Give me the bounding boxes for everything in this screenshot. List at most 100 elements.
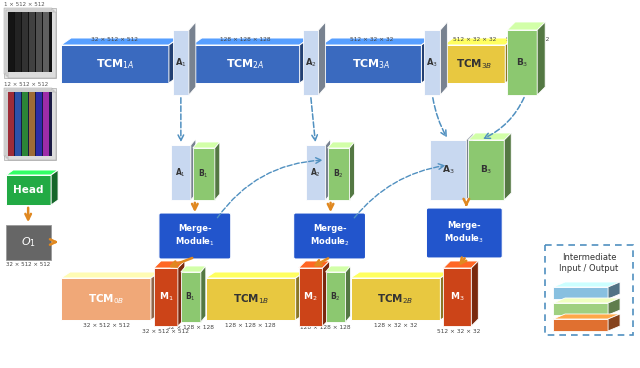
Bar [43,12,49,72]
Bar [22,12,28,72]
FancyBboxPatch shape [426,208,502,258]
FancyBboxPatch shape [159,213,231,259]
Polygon shape [191,139,196,200]
Text: A$_1$: A$_1$ [175,56,187,69]
Polygon shape [505,38,515,83]
Polygon shape [421,38,431,83]
Polygon shape [328,142,355,148]
Polygon shape [468,133,511,140]
Bar [29,92,35,156]
Polygon shape [171,139,196,145]
Polygon shape [61,278,151,320]
Polygon shape [201,266,206,322]
Polygon shape [206,278,296,320]
Text: Merge-
Module$_2$: Merge- Module$_2$ [310,224,349,248]
Polygon shape [444,268,471,326]
Bar [4,88,52,156]
Text: B$_3$: B$_3$ [516,56,529,69]
Polygon shape [351,272,449,278]
Polygon shape [321,38,431,45]
Text: A$_3$: A$_3$ [442,164,454,176]
Text: Merge-
Module$_1$: Merge- Module$_1$ [175,224,215,248]
Polygon shape [319,22,326,95]
Bar [8,92,14,156]
Polygon shape [608,298,620,315]
Polygon shape [6,170,58,175]
Polygon shape [440,272,449,320]
Text: Intermediate
Input / Output: Intermediate Input / Output [559,253,619,273]
Text: 1 × 512 × 512: 1 × 512 × 512 [4,2,45,7]
Polygon shape [424,30,440,95]
Text: 32 × 512 × 512: 32 × 512 × 512 [92,37,138,42]
Polygon shape [608,282,620,299]
Polygon shape [467,133,474,200]
Polygon shape [351,278,440,320]
Polygon shape [299,261,330,268]
Text: 128 × 128 × 128: 128 × 128 × 128 [225,323,276,328]
Text: Head: Head [13,185,44,195]
Polygon shape [444,45,505,83]
Polygon shape [537,22,545,95]
Polygon shape [173,30,189,95]
Polygon shape [178,261,185,326]
Text: 32 × 128 × 128: 32 × 128 × 128 [167,325,214,330]
Bar [15,92,21,156]
Polygon shape [553,303,608,315]
Text: Merge-
Module$_3$: Merge- Module$_3$ [444,221,484,245]
Bar [4,8,52,74]
Polygon shape [151,272,160,320]
Text: A$_2$: A$_2$ [310,166,321,179]
Polygon shape [553,319,608,331]
Polygon shape [306,145,326,200]
Polygon shape [326,139,331,200]
Polygon shape [189,22,196,95]
Text: TCM$_{1A}$: TCM$_{1A}$ [95,57,134,71]
Text: 128 × 128 × 128: 128 × 128 × 128 [300,325,351,330]
Polygon shape [303,30,319,95]
Polygon shape [349,142,355,200]
Polygon shape [181,266,206,272]
Polygon shape [346,266,351,322]
Polygon shape [300,38,310,83]
Polygon shape [192,45,300,83]
Polygon shape [154,261,185,268]
Polygon shape [553,282,620,287]
Polygon shape [215,142,220,200]
Text: A$_3$: A$_3$ [426,56,438,69]
Polygon shape [440,22,447,95]
FancyBboxPatch shape [294,213,365,259]
Bar [6,90,54,158]
Text: 512 × 32 × 32: 512 × 32 × 32 [350,37,393,42]
Bar [8,92,52,156]
Polygon shape [508,22,545,30]
Text: 32 × 512 × 512: 32 × 512 × 512 [6,262,51,267]
Text: 32 × 512 × 512: 32 × 512 × 512 [142,329,189,334]
Text: 512 × 32 × 32: 512 × 32 × 32 [452,37,496,42]
Polygon shape [192,38,310,45]
Polygon shape [468,140,504,200]
Polygon shape [306,139,331,145]
Polygon shape [323,261,330,326]
Bar [36,92,42,156]
Polygon shape [553,314,620,319]
Bar [4,88,56,160]
Bar [36,12,42,72]
Bar [8,12,14,72]
Text: 128 × 32 × 32: 128 × 32 × 32 [374,323,417,328]
Text: M$_2$: M$_2$ [303,291,318,303]
Polygon shape [430,133,474,140]
Text: TCM$_{2A}$: TCM$_{2A}$ [227,57,265,71]
Text: TCM$_{2B}$: TCM$_{2B}$ [378,292,413,306]
Polygon shape [296,272,305,320]
Text: TCM$_{3A}$: TCM$_{3A}$ [352,57,391,71]
Polygon shape [504,133,511,200]
Text: A$_1$: A$_1$ [175,166,186,179]
Text: 512 × 32 × 32: 512 × 32 × 32 [436,329,480,334]
Bar [4,8,56,78]
Polygon shape [171,145,191,200]
Polygon shape [61,38,179,45]
Text: B$_1$: B$_1$ [186,291,196,303]
Text: B$_1$: B$_1$ [198,168,209,180]
Bar [6,10,54,76]
Bar [22,92,28,156]
